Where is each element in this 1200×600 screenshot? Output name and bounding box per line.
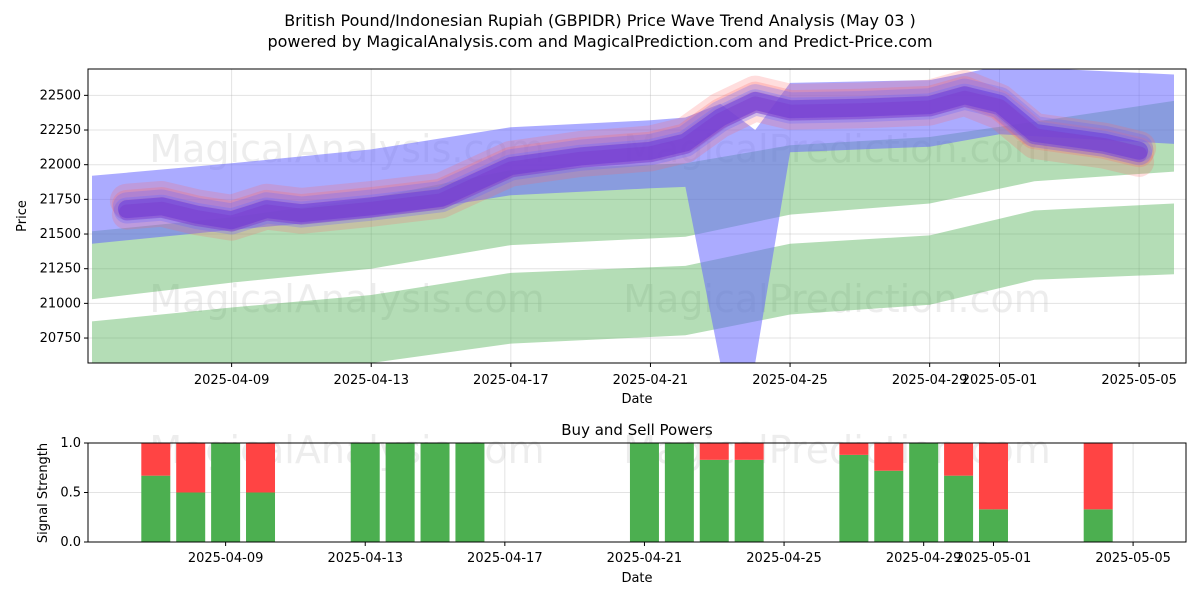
signal-x-axis-label: Date (621, 571, 652, 586)
price-x-tick-label: 2025-05-05 (1101, 373, 1177, 388)
signal-y-axis-label: Signal Strength (36, 443, 51, 543)
buy-bar (874, 470, 904, 542)
buy-bar (839, 454, 869, 542)
buy-bar (141, 475, 171, 542)
sell-bar (839, 443, 869, 455)
sell-bar (1083, 443, 1113, 510)
price-y-tick-label: 20750 (40, 331, 81, 346)
watermark-prediction-bottom: MagicalPrediction.com (623, 277, 1051, 321)
buy-bar (734, 459, 764, 542)
price-y-tick-label: 22500 (40, 88, 81, 103)
green-forecast-band-1 (92, 203, 1174, 363)
buy-bar (176, 492, 206, 542)
sell-bar (874, 443, 904, 471)
price-x-tick-label: 2025-04-25 (752, 373, 828, 388)
buy-bar (1083, 509, 1113, 542)
wave-ribbon-0 (109, 70, 1157, 229)
price-x-tick-label: 2025-04-21 (613, 373, 689, 388)
wave-ribbon-6 (118, 90, 1148, 232)
buy-bar (246, 492, 276, 542)
sell-bar (141, 443, 171, 476)
price-y-ticks: 20750 21000 21250 21500 21750 22000 22250 22500 (40, 88, 88, 346)
figure-subtitle: powered by MagicalAnalysis.com and Magic… (267, 32, 932, 51)
sell-bar (176, 443, 206, 493)
figure-title: British Pound/Indonesian Rupiah (GBPIDR)… (284, 11, 916, 30)
signal-chart-title: Buy and Sell Powers (561, 421, 713, 439)
signal-x-tick-label: 2025-04-25 (746, 551, 822, 566)
buy-bar (944, 475, 974, 542)
sell-bar (978, 443, 1008, 510)
price-x-tick-label: 2025-04-17 (473, 373, 549, 388)
price-y-axis-label: Price (15, 200, 30, 232)
wave-ribbon-5 (117, 86, 1149, 230)
watermark-analysis-signal: MagicalAnalysis.com (149, 428, 544, 472)
wave-ribbon-3 (112, 78, 1154, 232)
buy-bar (978, 509, 1008, 542)
buy-bar (455, 443, 485, 542)
sell-bar (246, 443, 276, 493)
buy-bar (211, 443, 241, 542)
wave-ribbon-4 (113, 83, 1153, 235)
wave-ribbon-2 (111, 85, 1155, 241)
green-forecast-band-0 (92, 100, 1174, 300)
signal-y-tick-label: 1.0 (60, 436, 81, 451)
price-y-tick-label: 22000 (40, 158, 81, 173)
price-x-axis-label: Date (621, 392, 652, 407)
buy-bar (350, 443, 380, 542)
buy-bar (699, 459, 729, 542)
signal-x-tick-label: 2025-04-17 (467, 551, 543, 566)
signal-x-tick-label: 2025-05-05 (1095, 551, 1171, 566)
price-x-tick-label: 2025-04-29 (892, 373, 968, 388)
price-y-tick-label: 21500 (40, 227, 81, 242)
price-y-tick-label: 21750 (40, 192, 81, 207)
wave-ribbon-1 (111, 76, 1155, 231)
buy-bar (420, 443, 450, 542)
signal-y-ticks: 0.0 0.5 1.0 (60, 436, 88, 550)
signal-y-tick-label: 0.0 (60, 535, 81, 550)
price-y-tick-label: 21250 (40, 262, 81, 277)
signal-x-tick-label: 2025-05-01 (956, 551, 1032, 566)
price-clip-group (92, 69, 1174, 363)
buy-bar (909, 443, 939, 542)
signal-x-tick-label: 2025-04-09 (188, 551, 264, 566)
price-x-ticks: 2025-04-09 2025-04-13 2025-04-17 2025-04-21… (194, 363, 1177, 388)
price-y-tick-label: 21000 (40, 296, 81, 311)
blue-forecast-band (92, 69, 1174, 363)
signal-x-tick-label: 2025-04-21 (607, 551, 683, 566)
price-plot-area (92, 69, 1174, 363)
sell-bar (699, 443, 729, 460)
buy-bar (664, 443, 694, 542)
sell-bar (944, 443, 974, 476)
price-x-tick-label: 2025-05-01 (962, 373, 1038, 388)
signal-x-tick-label: 2025-04-13 (327, 551, 403, 566)
sell-bar (734, 443, 764, 460)
signal-x-tick-label: 2025-04-29 (886, 551, 962, 566)
signal-x-ticks: 2025-04-09 2025-04-13 2025-04-17 2025-04-21… (188, 542, 1171, 566)
buy-bar (629, 443, 659, 542)
price-chart: MagicalAnalysis.com MagicalPrediction.co… (15, 68, 1187, 407)
buy-bar (385, 443, 415, 542)
price-y-tick-label: 22250 (40, 123, 81, 138)
price-x-tick-label: 2025-04-13 (333, 373, 409, 388)
signal-chart: Buy and Sell Powers MagicalAnalysis.com … (36, 421, 1187, 586)
signal-bars (141, 443, 1113, 542)
price-plot-frame (87, 68, 1187, 364)
price-x-tick-label: 2025-04-09 (194, 373, 270, 388)
watermark-analysis-bottom: MagicalAnalysis.com (149, 277, 544, 321)
signal-y-tick-label: 0.5 (60, 486, 81, 501)
